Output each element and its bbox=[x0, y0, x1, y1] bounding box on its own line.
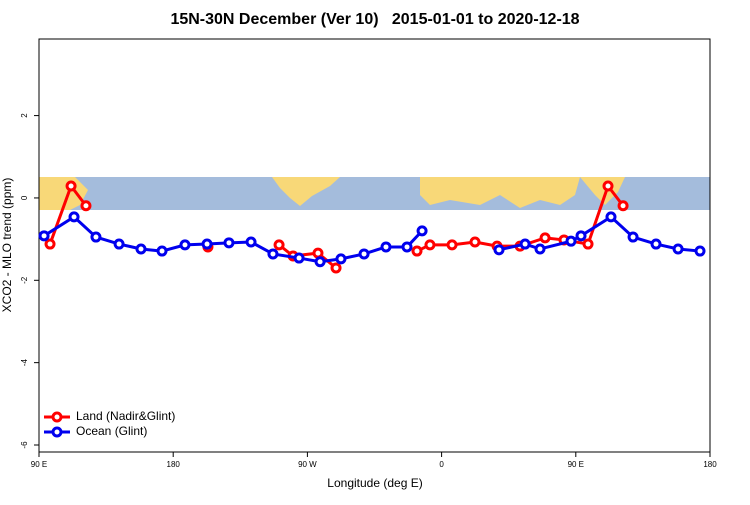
data-point bbox=[68, 211, 80, 223]
data-point bbox=[335, 253, 347, 265]
data-point bbox=[113, 238, 125, 250]
data-point bbox=[493, 244, 505, 256]
data-point bbox=[312, 247, 324, 259]
land-shape bbox=[580, 177, 625, 205]
x-tick-label: 0 bbox=[439, 460, 444, 469]
land-shape bbox=[420, 177, 580, 208]
map-band bbox=[39, 177, 710, 210]
data-point bbox=[267, 248, 279, 260]
data-point bbox=[617, 200, 629, 212]
legend-label: Ocean (Glint) bbox=[76, 424, 147, 438]
y-tick-label: -6 bbox=[20, 441, 29, 449]
x-tick-label: 180 bbox=[167, 460, 181, 469]
data-point bbox=[90, 231, 102, 243]
data-point bbox=[273, 239, 285, 251]
data-point bbox=[314, 256, 326, 268]
data-point bbox=[469, 236, 481, 248]
data-point bbox=[44, 238, 56, 250]
data-point bbox=[380, 241, 392, 253]
data-point bbox=[602, 180, 614, 192]
data-point bbox=[605, 211, 617, 223]
data-point bbox=[358, 248, 370, 260]
legend-label: Land (Nadir&Glint) bbox=[76, 409, 175, 423]
data-point bbox=[565, 235, 577, 247]
data-point bbox=[575, 230, 587, 242]
data-point bbox=[539, 232, 551, 244]
data-point bbox=[38, 230, 50, 242]
y-axis-label: XCO2 - MLO trend (ppm) bbox=[0, 178, 14, 313]
data-point bbox=[245, 236, 257, 248]
data-point bbox=[650, 238, 662, 250]
data-point bbox=[411, 245, 423, 257]
y-tick-label: 0 bbox=[20, 195, 29, 200]
x-tick-label: 90 E bbox=[568, 460, 584, 469]
data-point bbox=[446, 239, 458, 251]
data-point bbox=[424, 239, 436, 251]
data-point bbox=[330, 262, 342, 274]
land-shape bbox=[272, 177, 340, 206]
data-point bbox=[401, 241, 413, 253]
data-point bbox=[80, 200, 92, 212]
x-tick-label: 90 E bbox=[31, 460, 47, 469]
y-tick-label: 2 bbox=[20, 113, 29, 118]
plot-frame bbox=[38, 38, 711, 453]
data-point bbox=[416, 225, 428, 237]
y-tick-label: -2 bbox=[20, 276, 29, 284]
data-point bbox=[65, 180, 77, 192]
y-tick-label: -4 bbox=[20, 359, 29, 367]
legend-marker bbox=[51, 411, 63, 423]
x-tick-label: 180 bbox=[703, 460, 717, 469]
data-point bbox=[672, 243, 684, 255]
data-point bbox=[223, 237, 235, 249]
data-point bbox=[627, 231, 639, 243]
data-point bbox=[534, 243, 546, 255]
data-point bbox=[694, 245, 706, 257]
legend-marker bbox=[51, 426, 63, 438]
data-point bbox=[293, 252, 305, 264]
data-point bbox=[519, 238, 531, 250]
data-point bbox=[582, 238, 594, 250]
chart-title: 15N-30N December (Ver 10) 2015-01-01 to … bbox=[170, 11, 579, 28]
data-point bbox=[156, 245, 168, 257]
x-tick-label: 90 W bbox=[298, 460, 317, 469]
x-axis-label: Longitude (deg E) bbox=[327, 476, 422, 490]
series-line bbox=[43, 214, 701, 264]
data-point bbox=[201, 238, 213, 250]
data-point bbox=[135, 243, 147, 255]
data-point bbox=[179, 239, 191, 251]
